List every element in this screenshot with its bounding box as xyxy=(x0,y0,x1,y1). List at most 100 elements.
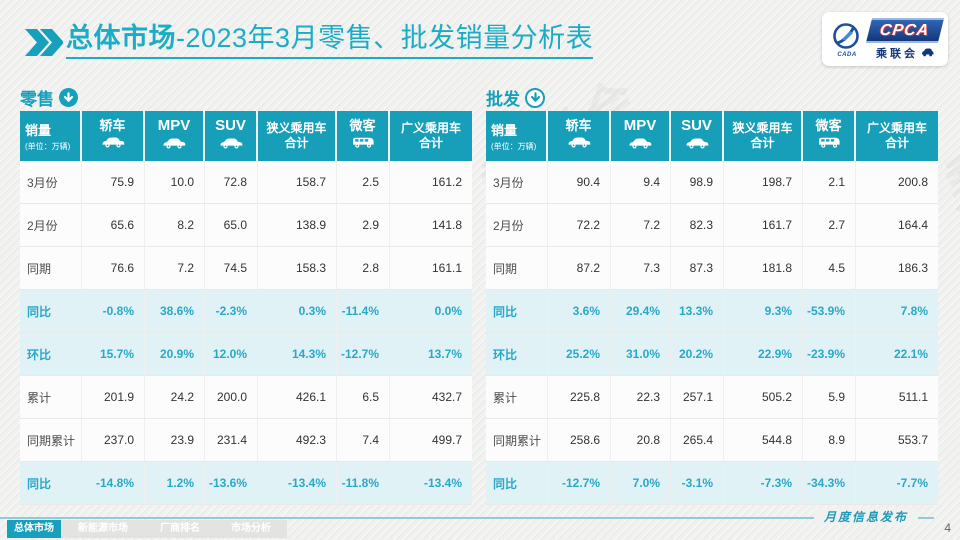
sales-unit: (单位：万辆) xyxy=(491,142,537,151)
table-cell: 9.3% xyxy=(724,290,803,333)
table-row: 同比 -0.8% 38.6% -2.3% 0.3% -11.4% 0.0% xyxy=(20,290,472,333)
nav-tab-1[interactable]: 总体市场 xyxy=(7,520,61,538)
table-cell: 38.6% xyxy=(145,290,205,333)
header-cell: 狭义乘用车 合计 xyxy=(258,111,337,161)
section-wholesale: 批发 xyxy=(486,85,545,110)
down-arrow-icon xyxy=(59,88,78,107)
table-cell: 2.7 xyxy=(803,204,856,247)
table-cell: 201.9 xyxy=(82,376,145,419)
column-label: MPV xyxy=(157,117,191,135)
table-cell: -11.4% xyxy=(337,290,390,333)
footer-divider xyxy=(0,517,934,519)
row-label: 3月份 xyxy=(20,161,82,204)
table-cell: 544.8 xyxy=(724,419,803,462)
nav-tab-3[interactable]: 厂商排名 xyxy=(145,520,215,538)
table-cell: 8.2 xyxy=(145,204,205,247)
section-retail: 零售 xyxy=(20,85,78,110)
table-cell: 0.0% xyxy=(390,290,472,333)
page-title: 总体市场-2023年3月零售、批发销量分析表 xyxy=(66,22,594,60)
suv-icon xyxy=(685,136,709,154)
table-cell: -12.7% xyxy=(548,462,611,505)
table-cell: 1.2% xyxy=(145,462,205,505)
table-row: 2月份 72.2 7.2 82.3 161.7 2.7 164.4 xyxy=(486,204,938,247)
table-cell: 7.8% xyxy=(856,290,938,333)
table-cell: 200.8 xyxy=(856,161,938,204)
table-cell: 257.1 xyxy=(671,376,724,419)
table-cell: -2.3% xyxy=(205,290,258,333)
cpca-band: CPCA xyxy=(865,17,945,43)
cpca-text: CPCA xyxy=(879,21,931,38)
table-cell: 75.9 xyxy=(82,161,145,204)
mpv-icon xyxy=(628,136,652,154)
table-cell: 161.2 xyxy=(390,161,472,204)
header-cell: 广义乘用车 合计 xyxy=(856,111,938,161)
table-cell: 141.8 xyxy=(390,204,472,247)
mpv-icon xyxy=(162,136,186,154)
table-cell: 2.5 xyxy=(337,161,390,204)
minibus-icon xyxy=(351,135,375,153)
retail-label: 零售 xyxy=(20,90,54,109)
table-cell: 426.1 xyxy=(258,376,337,419)
sales-title: 销量 xyxy=(25,123,52,138)
row-label: 环比 xyxy=(486,333,548,376)
suv-icon xyxy=(219,136,243,154)
table-cell: 13.3% xyxy=(671,290,724,333)
release-label: 月度信息发布 xyxy=(813,508,918,525)
header-cell: SUV xyxy=(205,111,258,161)
header-cell: SUV xyxy=(671,111,724,161)
table-row: 环比 15.7% 20.9% 12.0% 14.3% -12.7% 13.7% xyxy=(20,333,472,376)
column-label: 狭义乘用车 xyxy=(266,121,327,136)
table-cell: -7.7% xyxy=(856,462,938,505)
row-label: 同比 xyxy=(20,462,82,505)
table-cell: 265.4 xyxy=(671,419,724,462)
wholesale-label: 批发 xyxy=(486,90,520,109)
table-cell: 4.5 xyxy=(803,247,856,290)
table-cell: 432.7 xyxy=(390,376,472,419)
table-cell: 98.9 xyxy=(671,161,724,204)
table-cell: -11.8% xyxy=(337,462,390,505)
row-label: 同比 xyxy=(486,462,548,505)
table-cell: 76.6 xyxy=(82,247,145,290)
table-cell: -13.4% xyxy=(258,462,337,505)
header-cell: 狭义乘用车 合计 xyxy=(724,111,803,161)
table-cell: -3.1% xyxy=(671,462,724,505)
table-cell: -13.4% xyxy=(390,462,472,505)
table-header-row: 销量 (单位：万辆) 轿车 MPV SUV 狭义乘用车 合计 微客 广义乘用车 合计 xyxy=(20,111,472,161)
table-cell: 200.0 xyxy=(205,376,258,419)
table-cell: 24.2 xyxy=(145,376,205,419)
table-cell: 65.6 xyxy=(82,204,145,247)
nav-tab-2[interactable]: 新能源市场 xyxy=(61,520,145,538)
table-cell: 7.0% xyxy=(611,462,671,505)
table-header-row: 销量 (单位：万辆) 轿车 MPV SUV 狭义乘用车 合计 微客 广义乘用车 合计 xyxy=(486,111,938,161)
table-cell: 10.0 xyxy=(145,161,205,204)
table-cell: 9.4 xyxy=(611,161,671,204)
table-cell: 31.0% xyxy=(611,333,671,376)
nav-tab-4[interactable]: 市场分析 xyxy=(215,520,287,538)
header-cell: 微客 xyxy=(337,111,390,161)
logo-sub: 乘联会 xyxy=(876,45,934,61)
table-cell: 13.7% xyxy=(390,333,472,376)
header-cell-sales: 销量 (单位：万辆) xyxy=(20,111,82,161)
table-cell: 87.3 xyxy=(671,247,724,290)
table-cell: -23.9% xyxy=(803,333,856,376)
table-cell: -13.6% xyxy=(205,462,258,505)
table-cell: 161.1 xyxy=(390,247,472,290)
header-cell: 轿车 xyxy=(82,111,145,161)
row-label: 3月份 xyxy=(486,161,548,204)
retail-table: 销量 (单位：万辆) 轿车 MPV SUV 狭义乘用车 合计 微客 广义乘用车 合计 3月份 75.9… xyxy=(20,111,472,505)
row-label: 2月份 xyxy=(20,204,82,247)
table-cell: 7.2 xyxy=(611,204,671,247)
table-cell: 6.5 xyxy=(337,376,390,419)
column-label: MPV xyxy=(623,117,657,135)
table-cell: 158.7 xyxy=(258,161,337,204)
table-row: 同比 3.6% 29.4% 13.3% 9.3% -53.9% 7.8% xyxy=(486,290,938,333)
header-cell: 轿车 xyxy=(548,111,611,161)
column-label: 狭义乘用车 xyxy=(732,121,793,136)
table-cell: 5.9 xyxy=(803,376,856,419)
minibus-icon xyxy=(817,135,841,153)
table-cell: 8.9 xyxy=(803,419,856,462)
header-cell: MPV xyxy=(611,111,671,161)
table-cell: -53.9% xyxy=(803,290,856,333)
table-cell: 2.9 xyxy=(337,204,390,247)
header-cell: 广义乘用车 合计 xyxy=(390,111,472,161)
